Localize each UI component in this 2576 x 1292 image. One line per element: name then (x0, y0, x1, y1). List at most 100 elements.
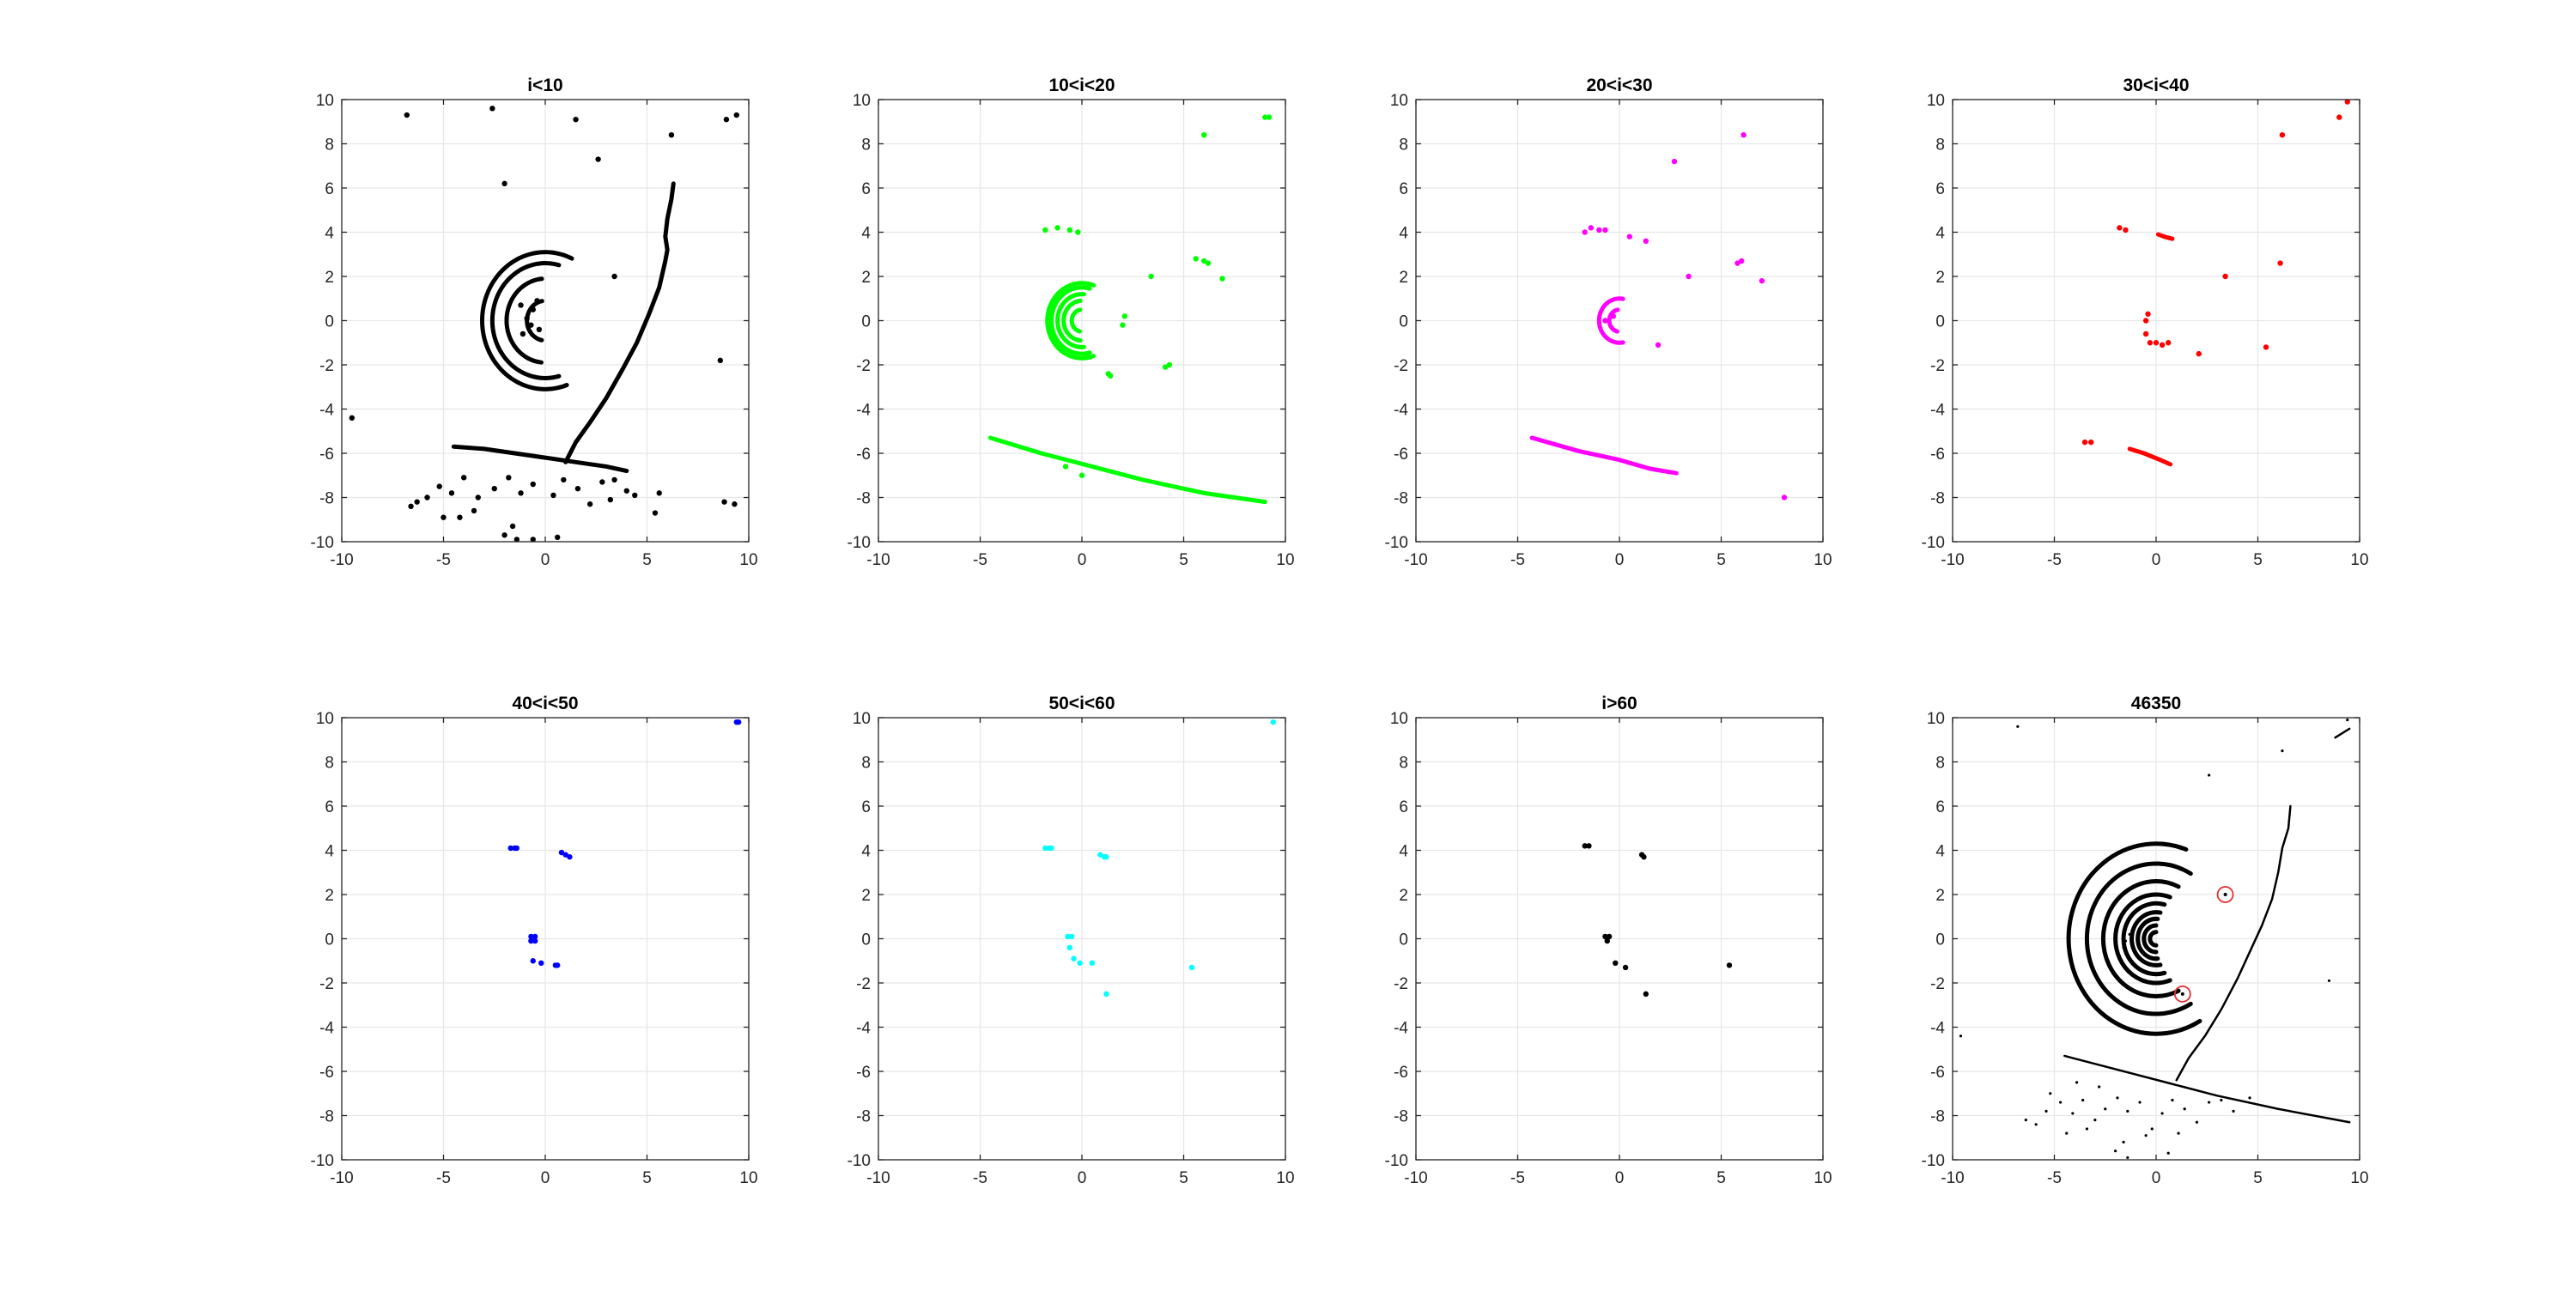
data-point (555, 534, 561, 541)
x-tick-label: -10 (1941, 551, 1964, 569)
y-tick-label: 10 (853, 710, 871, 728)
data-point (2336, 114, 2342, 120)
x-tick-label: -10 (1404, 551, 1427, 569)
x-tick-label: -10 (1941, 1169, 1964, 1187)
data-point (2059, 1101, 2063, 1104)
arc-series (1607, 307, 1620, 334)
data-point (1077, 960, 1083, 967)
data-point (611, 273, 617, 280)
subplot-4-title: 30<i<40 (2123, 76, 2189, 95)
data-point (2166, 1151, 2170, 1155)
data-point (2153, 340, 2160, 346)
data-point (2081, 439, 2088, 446)
y-tick-label: 0 (1935, 313, 1945, 331)
data-point (2220, 1098, 2223, 1102)
arc-series (1061, 298, 1083, 343)
y-tick-label: -2 (1930, 357, 1945, 375)
y-tick-label: -2 (856, 975, 871, 993)
data-point (528, 933, 534, 940)
data-point (1201, 132, 1207, 138)
data-point (2034, 1123, 2038, 1126)
data-point (408, 503, 414, 509)
arc-series (480, 250, 574, 391)
data-point (733, 112, 739, 118)
data-point (2232, 1109, 2235, 1113)
data-point (1089, 960, 1096, 967)
y-tick-label: -4 (1930, 402, 1945, 420)
y-tick-label: 6 (861, 180, 871, 198)
y-tick-label: -6 (1930, 446, 1945, 464)
data-point (528, 322, 534, 328)
line-series (987, 435, 1267, 505)
subplot-6-title: 50<i<60 (1048, 694, 1115, 713)
y-tick-label: 0 (325, 313, 334, 331)
data-point (567, 854, 573, 860)
y-tick-label: -8 (319, 1108, 334, 1126)
data-point (1065, 933, 1071, 940)
data-point (2117, 225, 2123, 231)
data-point (1781, 494, 1788, 500)
data-point (721, 499, 727, 505)
data-point (1270, 719, 1276, 725)
data-point (509, 523, 516, 530)
y-tick-label: 2 (861, 887, 871, 905)
x-tick-label: -5 (2047, 551, 2062, 569)
x-tick-label: 10 (2350, 1169, 2368, 1187)
data-point (1068, 933, 1075, 940)
y-tick-label: 2 (325, 269, 334, 287)
subplot-4: 30<i<40 -10 -5 0 5 10 -10 -8 -6 -4 -2 0 2 4 6 8 10 (1922, 76, 2369, 569)
data-point (1606, 933, 1613, 940)
subplot-7-title: i>60 (1601, 694, 1637, 713)
data-point (501, 180, 507, 187)
data-point (1121, 313, 1127, 319)
data-point (623, 488, 629, 494)
grid (878, 717, 1286, 1161)
y-tick-label: -10 (1385, 534, 1408, 552)
data-point (2208, 773, 2211, 777)
data-point (562, 852, 568, 858)
data-point (414, 499, 420, 505)
data-point (1066, 944, 1072, 951)
y-tick-label: 10 (316, 92, 334, 110)
y-tick-label: 8 (861, 136, 871, 155)
line-series (2334, 727, 2351, 739)
y-tick-label: 10 (1390, 92, 1408, 110)
data-point (2104, 1107, 2107, 1111)
line-series (451, 444, 629, 474)
data-point (1588, 225, 1595, 231)
data-point (530, 306, 536, 312)
x-tick-label: 10 (1276, 1169, 1294, 1187)
x-tick-label: 10 (1814, 1169, 1832, 1187)
data-point (1735, 260, 1741, 266)
y-tick-label: 10 (1927, 92, 1945, 110)
line-series (2127, 446, 2173, 467)
data-point (1641, 854, 1647, 860)
data-point (424, 494, 430, 500)
data-point (2065, 1131, 2069, 1135)
grid (1415, 717, 1824, 1161)
data-point (2087, 439, 2094, 446)
y-tick-label: -10 (848, 534, 871, 552)
data-series (507, 719, 742, 968)
y-tick-label: 4 (861, 843, 871, 861)
data-point (652, 510, 659, 516)
y-tick-label: 2 (1935, 887, 1945, 905)
y-tick-label: 2 (1399, 269, 1408, 287)
arc-series (2100, 879, 2181, 998)
data-point (506, 475, 512, 481)
data-point (1602, 227, 1608, 234)
x-tick-label: 5 (1179, 1169, 1188, 1187)
data-point (1071, 955, 1077, 961)
data-point (475, 494, 481, 500)
y-tick-label: -2 (1394, 975, 1408, 993)
data-point (723, 116, 730, 123)
data-point (2195, 1120, 2198, 1124)
data-point (2344, 99, 2350, 105)
data-point (1686, 273, 1692, 280)
x-tick-label: 5 (642, 551, 652, 569)
data-point (471, 507, 477, 514)
subplot-7: i>60 -10 -5 0 5 10 -10 -8 -6 -4 -2 0 2 4 6 8 10 (1385, 694, 1832, 1187)
x-tick-label: 10 (739, 1169, 757, 1187)
y-tick-label: -8 (856, 1108, 871, 1126)
data-point (574, 486, 581, 492)
